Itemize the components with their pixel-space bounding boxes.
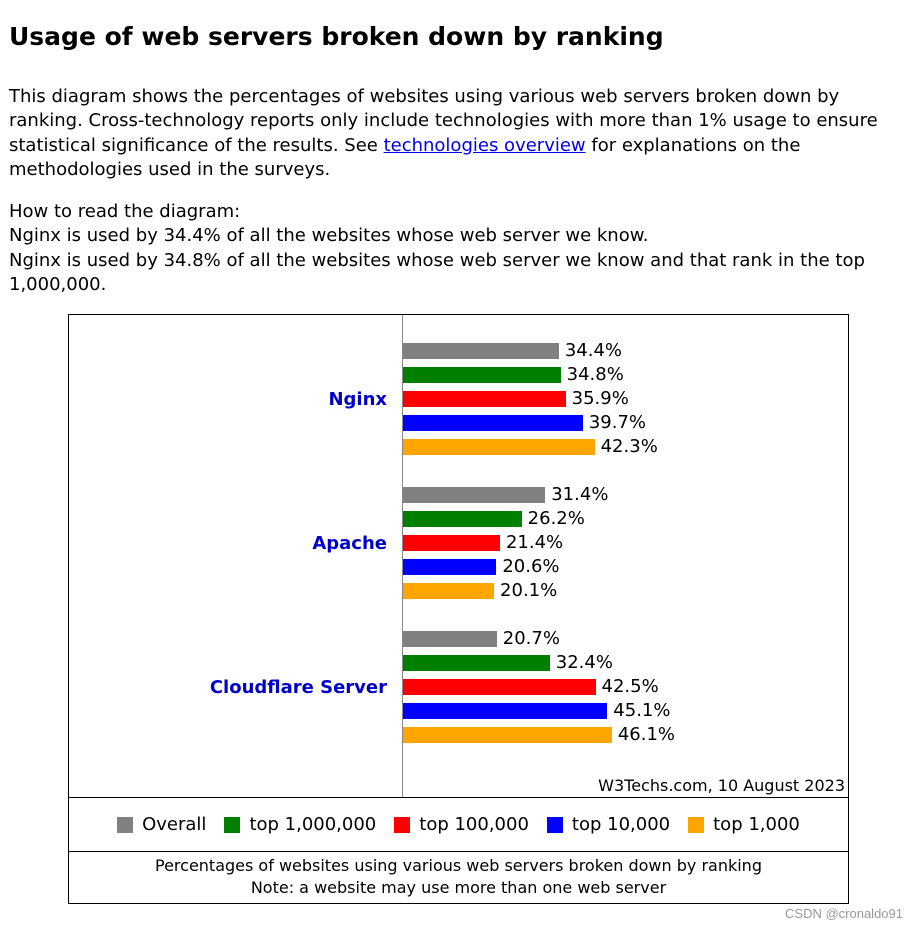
chart-credit: W3Techs.com, 10 August 2023 (598, 776, 845, 795)
data-label: 35.9% (571, 388, 629, 409)
page-title: Usage of web servers broken down by rank… (9, 22, 664, 51)
legend-label: top 10,000 (571, 814, 671, 835)
legend-swatch (688, 816, 705, 833)
data-label: 42.5% (601, 676, 659, 697)
legend-item: top 100,000 (394, 814, 529, 835)
caption-line-1: Percentages of websites using various we… (155, 856, 762, 875)
how-to-heading: How to read the diagram: (9, 201, 241, 222)
axis-line (402, 315, 403, 797)
data-label: 34.4% (564, 340, 623, 361)
data-label: 21.4% (505, 532, 564, 553)
category-label[interactable]: Nginx (328, 389, 387, 410)
bar (403, 415, 583, 431)
legend-swatch (394, 816, 411, 833)
how-to-line-1: Nginx is used by 34.4% of all the websit… (9, 225, 649, 247)
data-label: 31.4% (551, 484, 609, 505)
legend-swatch (546, 816, 563, 833)
legend: Overall top 1,000,000 top 100,000 top 10,00… (69, 798, 848, 852)
bar (403, 655, 550, 671)
legend-label: Overall (142, 814, 207, 835)
chart-caption: Percentages of websites using various we… (69, 852, 848, 899)
data-label: 39.7% (588, 412, 647, 433)
intro-paragraph: This diagram shows the percentages of we… (9, 85, 914, 182)
legend-label: top 100,000 (419, 814, 529, 835)
bar (403, 391, 566, 407)
data-label: 34.8% (566, 364, 624, 385)
bar (403, 487, 546, 503)
bar (403, 511, 522, 527)
legend-item: top 1,000,000 (224, 814, 376, 835)
legend-item: Overall (117, 814, 206, 835)
data-label: 32.4% (555, 652, 613, 673)
category-label[interactable]: Apache (312, 533, 387, 554)
data-label: 20.1% (500, 580, 558, 601)
bar (403, 583, 495, 599)
legend-label: top 1,000,000 (249, 814, 377, 835)
data-label: 26.2% (527, 508, 585, 529)
watermark: CSDN @cronaldo91 (785, 906, 903, 921)
legend-swatch (117, 816, 134, 833)
legend-label: top 1,000 (713, 814, 800, 835)
data-label: 20.6% (502, 556, 560, 577)
chart: W3Techs.com, 10 August 2023 Nginx 34.4% 34… (68, 314, 849, 904)
data-label: 45.1% (613, 700, 671, 721)
technologies-overview-link[interactable]: technologies overview (383, 134, 586, 156)
bar (403, 367, 561, 383)
how-to-read: How to read the diagram: Nginx is used b… (9, 200, 914, 297)
bar (403, 439, 595, 455)
category-label[interactable]: Cloudflare Server (209, 677, 387, 698)
bar (403, 535, 500, 551)
how-to-line-2: Nginx is used by 34.8% of all the websit… (9, 249, 865, 295)
legend-item: top 1,000 (688, 814, 800, 835)
intro-text: This diagram shows the percentages of we… (9, 86, 878, 156)
legend-item: top 10,000 (546, 814, 671, 835)
legend-swatch (224, 816, 241, 833)
caption-line-2: Note: a website may use more than one we… (250, 878, 667, 897)
bar (403, 703, 608, 719)
bar (403, 679, 596, 695)
data-label: 46.1% (617, 724, 676, 745)
data-label: 42.3% (600, 436, 658, 457)
plot-area: W3Techs.com, 10 August 2023 Nginx 34.4% 34… (69, 315, 848, 798)
bar (403, 343, 559, 359)
bar (403, 631, 497, 647)
data-label: 20.7% (502, 628, 560, 649)
bar (403, 559, 497, 575)
intro-text-end: for explanations on the methodologies us… (9, 134, 801, 180)
bar (403, 727, 612, 743)
